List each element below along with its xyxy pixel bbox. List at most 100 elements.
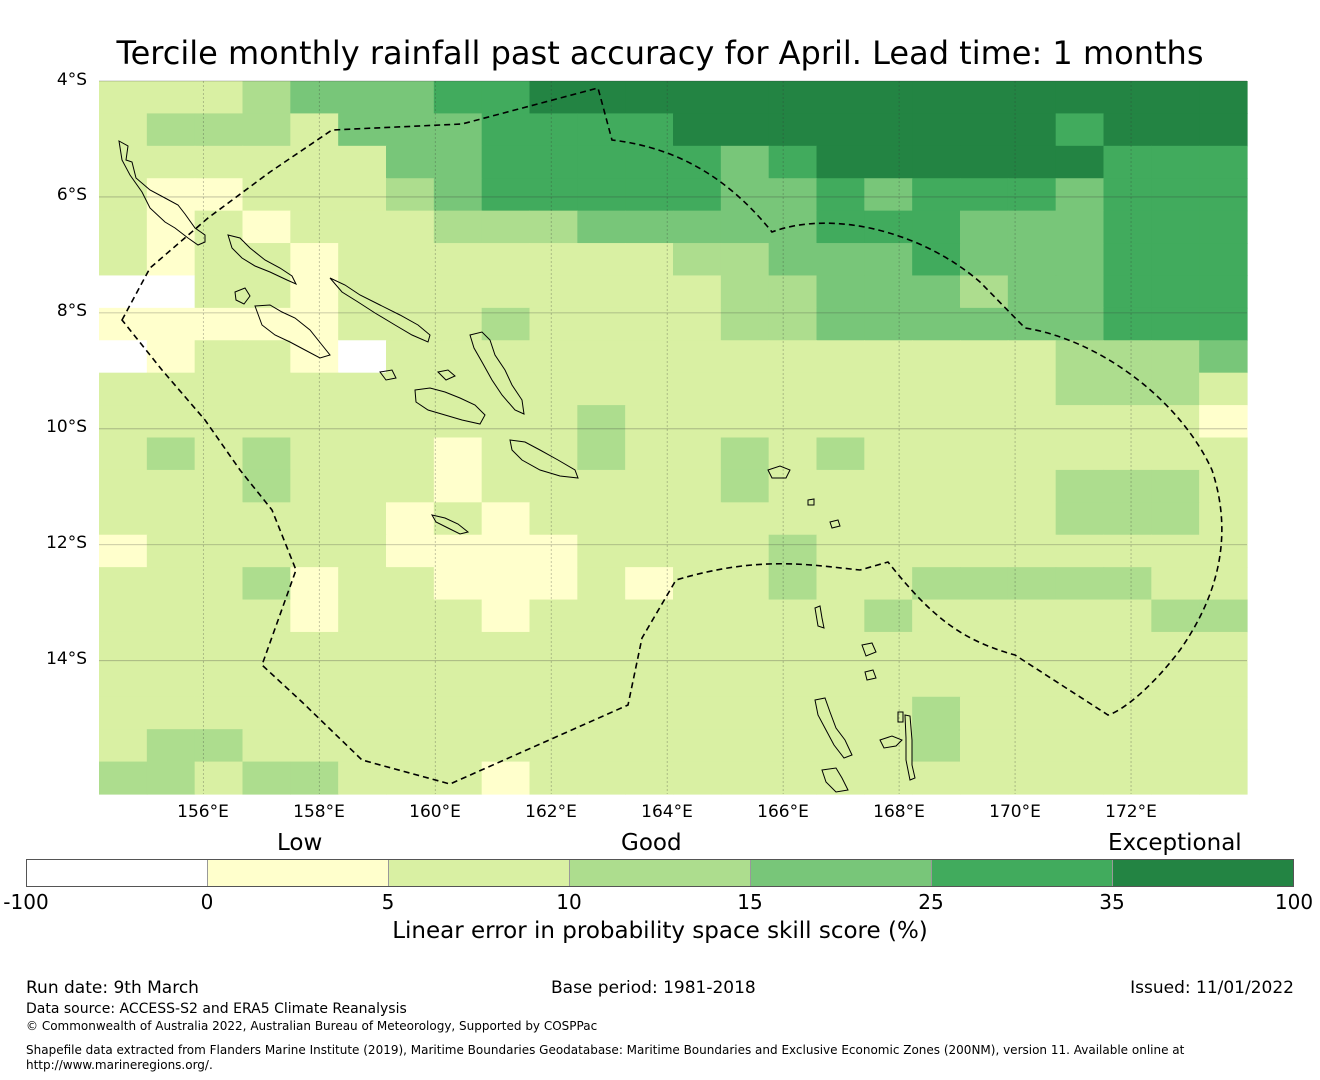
skill-cell <box>338 372 387 406</box>
data-source: Data source: ACCESS-S2 and ERA5 Climate … <box>26 1001 407 1017</box>
colorbar-tick-label: 5 <box>381 890 395 914</box>
skill-cell <box>577 210 626 244</box>
skill-cell <box>1007 307 1057 341</box>
skill-cell <box>1007 243 1057 277</box>
skill-cell <box>433 372 483 406</box>
skill-cell <box>242 469 291 503</box>
lon-label-168e: 168°E <box>873 802 925 822</box>
skill-cell <box>768 664 818 698</box>
skill-grid <box>99 81 1248 795</box>
skill-cell <box>338 437 387 471</box>
skill-cell <box>625 340 674 374</box>
skill-cell <box>1007 502 1057 536</box>
skill-cell <box>338 729 387 763</box>
skill-cell <box>1199 275 1248 309</box>
skill-cell <box>433 469 483 503</box>
skill-cell <box>194 210 244 244</box>
skill-cell <box>433 210 483 244</box>
skill-cell <box>577 340 626 374</box>
skill-cell <box>481 502 531 536</box>
skill-cell <box>242 113 291 147</box>
skill-cell <box>338 696 387 730</box>
skill-cell <box>720 81 770 115</box>
lon-label-166e: 166°E <box>757 802 809 822</box>
skill-cell <box>338 664 387 698</box>
skill-cell <box>242 275 291 309</box>
skill-cell <box>386 502 435 536</box>
skill-cell <box>481 307 531 341</box>
skill-cell <box>99 761 148 795</box>
skill-cell <box>1103 664 1152 698</box>
skill-cell <box>99 567 148 601</box>
island-banks-1 <box>861 642 877 657</box>
skill-cell <box>1151 243 1200 277</box>
island-new-georgia <box>254 304 331 359</box>
category-exceptional: Exceptional <box>1108 830 1242 856</box>
skill-cell <box>577 469 626 503</box>
island-maewo <box>897 711 904 723</box>
skill-cell <box>146 243 196 277</box>
skill-cell <box>99 113 148 147</box>
skill-cell <box>768 437 818 471</box>
colorbar-tick-label: 100 <box>1274 890 1314 914</box>
skill-cell <box>338 502 387 536</box>
skill-cell <box>625 729 674 763</box>
run-date: Run date: 9th March <box>26 978 199 998</box>
skill-cell <box>864 469 913 503</box>
skill-cell <box>1055 372 1105 406</box>
skill-cell <box>146 696 196 730</box>
skill-cell <box>1199 664 1248 698</box>
skill-cell <box>1007 405 1057 439</box>
island-malakula <box>821 767 849 793</box>
skill-cell <box>1103 307 1152 341</box>
skill-cell <box>146 664 196 698</box>
skill-cell <box>1199 210 1248 244</box>
skill-cell <box>1055 307 1105 341</box>
skill-cell <box>290 599 339 633</box>
skill-cell <box>481 631 531 665</box>
skill-cell <box>768 275 818 309</box>
skill-cell <box>194 567 244 601</box>
skill-cell <box>912 275 961 309</box>
skill-cell <box>194 243 244 277</box>
skill-cell <box>146 437 196 471</box>
skill-cell <box>864 113 913 147</box>
skill-cell <box>960 534 1009 568</box>
skill-cell <box>338 275 387 309</box>
skill-cell <box>1007 567 1057 601</box>
skill-cell <box>960 113 1009 147</box>
island-guadalcanal <box>414 387 486 425</box>
skill-cell <box>625 275 674 309</box>
skill-cell <box>481 81 531 115</box>
skill-cell <box>1151 113 1200 147</box>
skill-cell <box>99 502 148 536</box>
skill-cell <box>242 210 291 244</box>
graticule <box>99 80 1247 794</box>
skill-cell <box>1199 567 1248 601</box>
skill-cell <box>338 145 387 179</box>
skill-cell <box>433 729 483 763</box>
skill-cell <box>1055 81 1105 115</box>
skill-cell <box>673 81 722 115</box>
colorbar <box>26 859 1294 887</box>
colorbar-segment-2 <box>208 860 389 886</box>
skill-cell <box>816 405 865 439</box>
skill-cell <box>816 243 865 277</box>
skill-cell <box>529 599 578 633</box>
skill-cell <box>1055 405 1105 439</box>
skill-cell <box>1151 372 1200 406</box>
skill-cell <box>1199 729 1248 763</box>
skill-cell <box>960 696 1009 730</box>
skill-cell <box>194 405 244 439</box>
skill-cell <box>912 405 961 439</box>
skill-cell <box>529 631 578 665</box>
skill-cell <box>242 307 291 341</box>
skill-cell <box>625 81 674 115</box>
colorbar-title: Linear error in probability space skill … <box>392 918 928 944</box>
skill-cell <box>1103 210 1152 244</box>
skill-cell <box>529 405 578 439</box>
skill-cell <box>720 405 770 439</box>
skill-cell <box>1199 243 1248 277</box>
skill-cell <box>433 664 483 698</box>
skill-cell <box>1055 178 1105 212</box>
